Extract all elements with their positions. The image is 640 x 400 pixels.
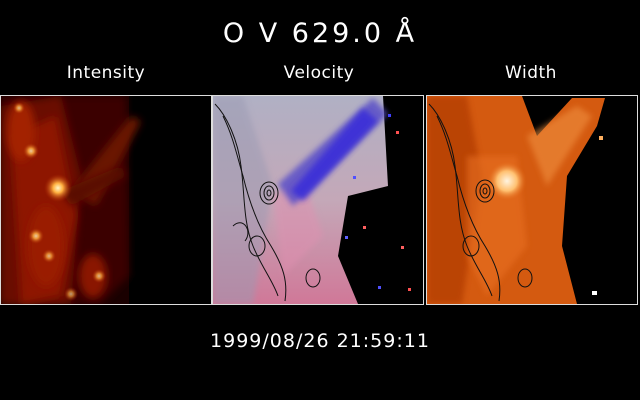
width-label: Width — [505, 63, 557, 83]
intensity-label: Intensity — [66, 63, 146, 83]
observation-timestamp: 1999/08/26 21:59:11 — [210, 330, 430, 352]
velocity-map — [212, 95, 424, 305]
width-map — [426, 95, 638, 305]
intensity-image — [1, 96, 211, 304]
spectral-line-title: O V 629.0 Å — [222, 18, 418, 49]
velocity-label: Velocity — [283, 63, 355, 83]
velocity-image — [213, 96, 423, 304]
intensity-map — [0, 95, 212, 305]
width-image — [427, 96, 637, 304]
